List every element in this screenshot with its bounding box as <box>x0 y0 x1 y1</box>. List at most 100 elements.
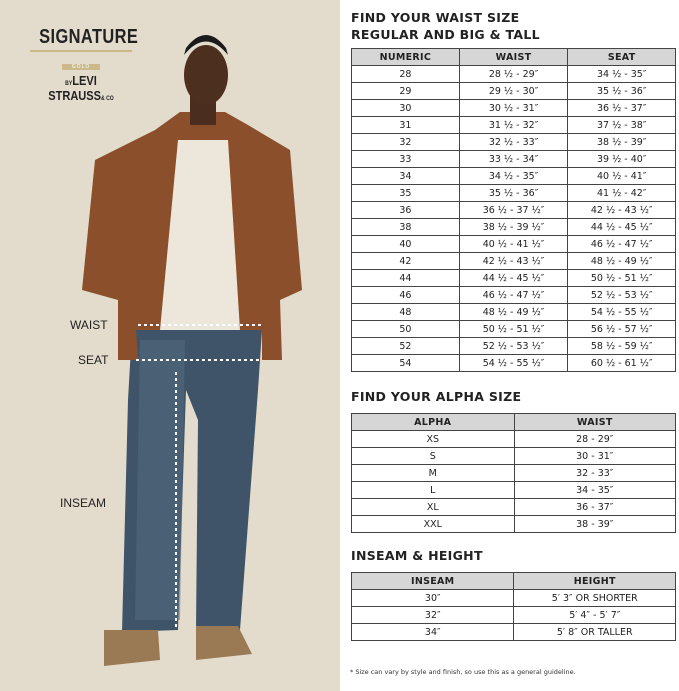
table-cell: 36 <box>351 201 460 219</box>
table-cell: XL <box>351 498 515 516</box>
table-cell: 46 ½ - 47 ½″ <box>567 235 676 253</box>
table-row: 34″ 5′ 8″ OR TALLER <box>350 623 676 641</box>
inseam-label: INSEAM <box>60 496 107 510</box>
column-header: ALPHA <box>351 413 515 431</box>
table-cell: 30 ½ - 31″ <box>458 99 569 117</box>
seat-label: SEAT <box>78 353 109 367</box>
model-figure <box>82 35 302 666</box>
table-row: M 32 - 33″ <box>351 464 676 482</box>
inseam-height-table: INSEAM HEIGHT 30″ 5′ 3″ OR SHORTER 32″ 5′ 4″ … <box>350 572 676 641</box>
table-cell: 42 ½ - 43 ½″ <box>458 252 569 270</box>
table-row: 29 29 ½ - 30″ 35 ½ - 36″ <box>351 82 676 100</box>
table-row: S 30 - 31″ <box>351 447 676 465</box>
brand-logo: SIGNATURE GOLD BYLEVI STRAUSS& CO <box>30 26 139 103</box>
header-row: ALPHA WAIST <box>351 413 676 431</box>
table-cell: 31 <box>351 116 460 134</box>
table-row: 38 38 ½ - 39 ½″ 44 ½ - 45 ½″ <box>351 218 676 236</box>
table-cell: XXL <box>351 515 515 533</box>
header-row: NUMERIC WAIST SEAT <box>351 48 676 66</box>
table-cell: 40 <box>351 235 460 253</box>
table-cell: L <box>351 481 515 499</box>
column-header: INSEAM <box>350 572 515 590</box>
table-row: 32 32 ½ - 33″ 38 ½ - 39″ <box>351 133 676 151</box>
table-cell: 33 ½ - 34″ <box>458 150 569 168</box>
table-cell: 40 ½ - 41″ <box>567 167 676 185</box>
size-chart-panel: FIND YOUR WAIST SIZE REGULAR AND BIG & TA… <box>340 0 679 691</box>
alpha-size-table: ALPHA WAIST XS 28 - 29″ S 30 - 31″ M 32 - 33″ L 3… <box>351 413 676 533</box>
table-row: 30″ 5′ 3″ OR SHORTER <box>350 589 676 607</box>
table-row: 54 54 ½ - 55 ½″ 60 ½ - 61 ½″ <box>351 354 676 372</box>
table-row: 35 35 ½ - 36″ 41 ½ - 42″ <box>351 184 676 202</box>
table-cell: XS <box>351 430 515 448</box>
table-cell: 54 ½ - 55 ½″ <box>567 303 676 321</box>
table-cell: 30″ <box>350 589 515 607</box>
table-cell: 38 <box>351 218 460 236</box>
waist-title: FIND YOUR WAIST SIZE REGULAR AND BIG & TA… <box>351 10 540 42</box>
logo-gold: GOLD <box>61 64 101 70</box>
table-cell: 36 ½ - 37 ½″ <box>458 201 569 219</box>
table-cell: 42 <box>351 252 460 270</box>
table-cell: 60 ½ - 61 ½″ <box>567 354 676 372</box>
table-row: XXL 38 - 39″ <box>351 515 676 533</box>
table-cell: 44 ½ - 45 ½″ <box>458 269 569 287</box>
table-cell: 34 ½ - 35″ <box>458 167 569 185</box>
table-cell: 58 ½ - 59 ½″ <box>567 337 676 355</box>
table-cell: 38 ½ - 39″ <box>567 133 676 151</box>
table-cell: 32 ½ - 33″ <box>458 133 569 151</box>
table-cell: 37 ½ - 38″ <box>567 116 676 134</box>
table-row: 28 28 ½ - 29″ 34 ½ - 35″ <box>351 65 676 83</box>
column-header: NUMERIC <box>351 48 460 66</box>
table-cell: 48 <box>351 303 460 321</box>
table-cell: 34″ <box>350 623 515 641</box>
table-cell: 32 <box>351 133 460 151</box>
table-cell: S <box>351 447 515 465</box>
table-cell: 39 ½ - 40″ <box>567 150 676 168</box>
table-cell: 48 ½ - 49 ½″ <box>458 303 569 321</box>
table-row: 40 40 ½ - 41 ½″ 46 ½ - 47 ½″ <box>351 235 676 253</box>
waist-label: WAIST <box>70 318 108 332</box>
logo-signature: SIGNATURE <box>39 26 139 48</box>
table-cell: 5′ 3″ OR SHORTER <box>513 589 676 607</box>
table-cell: 31 ½ - 32″ <box>458 116 569 134</box>
table-cell: 54 <box>351 354 460 372</box>
table-row: 32″ 5′ 4″ - 5′ 7″ <box>350 606 676 624</box>
column-header: WAIST <box>458 48 569 66</box>
table-cell: 5′ 4″ - 5′ 7″ <box>513 606 676 624</box>
table-cell: 50 <box>351 320 460 338</box>
table-cell: 35 ½ - 36″ <box>567 82 676 100</box>
alpha-title: FIND YOUR ALPHA SIZE <box>351 389 522 404</box>
table-row: 33 33 ½ - 34″ 39 ½ - 40″ <box>351 150 676 168</box>
table-row: 30 30 ½ - 31″ 36 ½ - 37″ <box>351 99 676 117</box>
table-cell: 28 - 29″ <box>513 430 676 448</box>
table-cell: 29 ½ - 30″ <box>458 82 569 100</box>
table-cell: 34 - 35″ <box>513 481 676 499</box>
table-cell: 34 ½ - 35″ <box>567 65 676 83</box>
table-cell: 28 ½ - 29″ <box>458 65 569 83</box>
table-cell: 32 - 33″ <box>513 464 676 482</box>
table-cell: 41 ½ - 42″ <box>567 184 676 202</box>
table-cell: M <box>351 464 515 482</box>
table-cell: 30 - 31″ <box>513 447 676 465</box>
table-cell: 35 <box>351 184 460 202</box>
table-row: 44 44 ½ - 45 ½″ 50 ½ - 51 ½″ <box>351 269 676 287</box>
column-header: SEAT <box>567 48 676 66</box>
table-cell: 29 <box>351 82 460 100</box>
table-cell: 44 ½ - 45 ½″ <box>567 218 676 236</box>
table-cell: 46 <box>351 286 460 304</box>
table-cell: 28 <box>351 65 460 83</box>
table-cell: 48 ½ - 49 ½″ <box>567 252 676 270</box>
column-header: WAIST <box>513 413 676 431</box>
table-cell: 35 ½ - 36″ <box>458 184 569 202</box>
table-cell: 33 <box>351 150 460 168</box>
table-row: XL 36 - 37″ <box>351 498 676 516</box>
table-cell: 32″ <box>350 606 515 624</box>
table-cell: 54 ½ - 55 ½″ <box>458 354 569 372</box>
table-row: 52 52 ½ - 53 ½″ 58 ½ - 59 ½″ <box>351 337 676 355</box>
table-cell: 50 ½ - 51 ½″ <box>458 320 569 338</box>
header-row: INSEAM HEIGHT <box>350 572 676 590</box>
table-cell: 5′ 8″ OR TALLER <box>513 623 676 641</box>
table-cell: 52 ½ - 53 ½″ <box>458 337 569 355</box>
column-header: HEIGHT <box>513 572 676 590</box>
table-row: L 34 - 35″ <box>351 481 676 499</box>
table-cell: 52 <box>351 337 460 355</box>
